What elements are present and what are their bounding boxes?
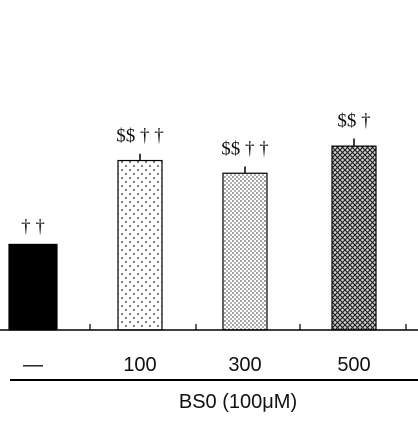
bar-annotation-2: $$ † † (221, 138, 269, 159)
x-tick-label-3: 500 (337, 354, 370, 376)
bar-2 (222, 172, 268, 331)
bar-annotation-1: $$ † † (116, 126, 164, 147)
x-tick-label-0: — (23, 354, 43, 376)
bar-annotation-3: $$ † (337, 110, 370, 131)
group-label: BS0 (100μM) (179, 391, 297, 413)
x-tick-labels-layer: — 100 300 500 (23, 354, 371, 376)
x-tick-label-1: 100 (123, 354, 156, 376)
x-tick-label-2: 300 (228, 354, 261, 376)
bar-1 (117, 159, 163, 331)
annotations-layer: † † $$ † † $$ † † $$ † (21, 110, 371, 237)
bar-annotation-0: † † (21, 216, 45, 237)
bar-0 (8, 243, 58, 331)
x-ticks-layer (89, 324, 407, 330)
bar-3 (331, 145, 377, 331)
bars-layer (8, 138, 377, 331)
